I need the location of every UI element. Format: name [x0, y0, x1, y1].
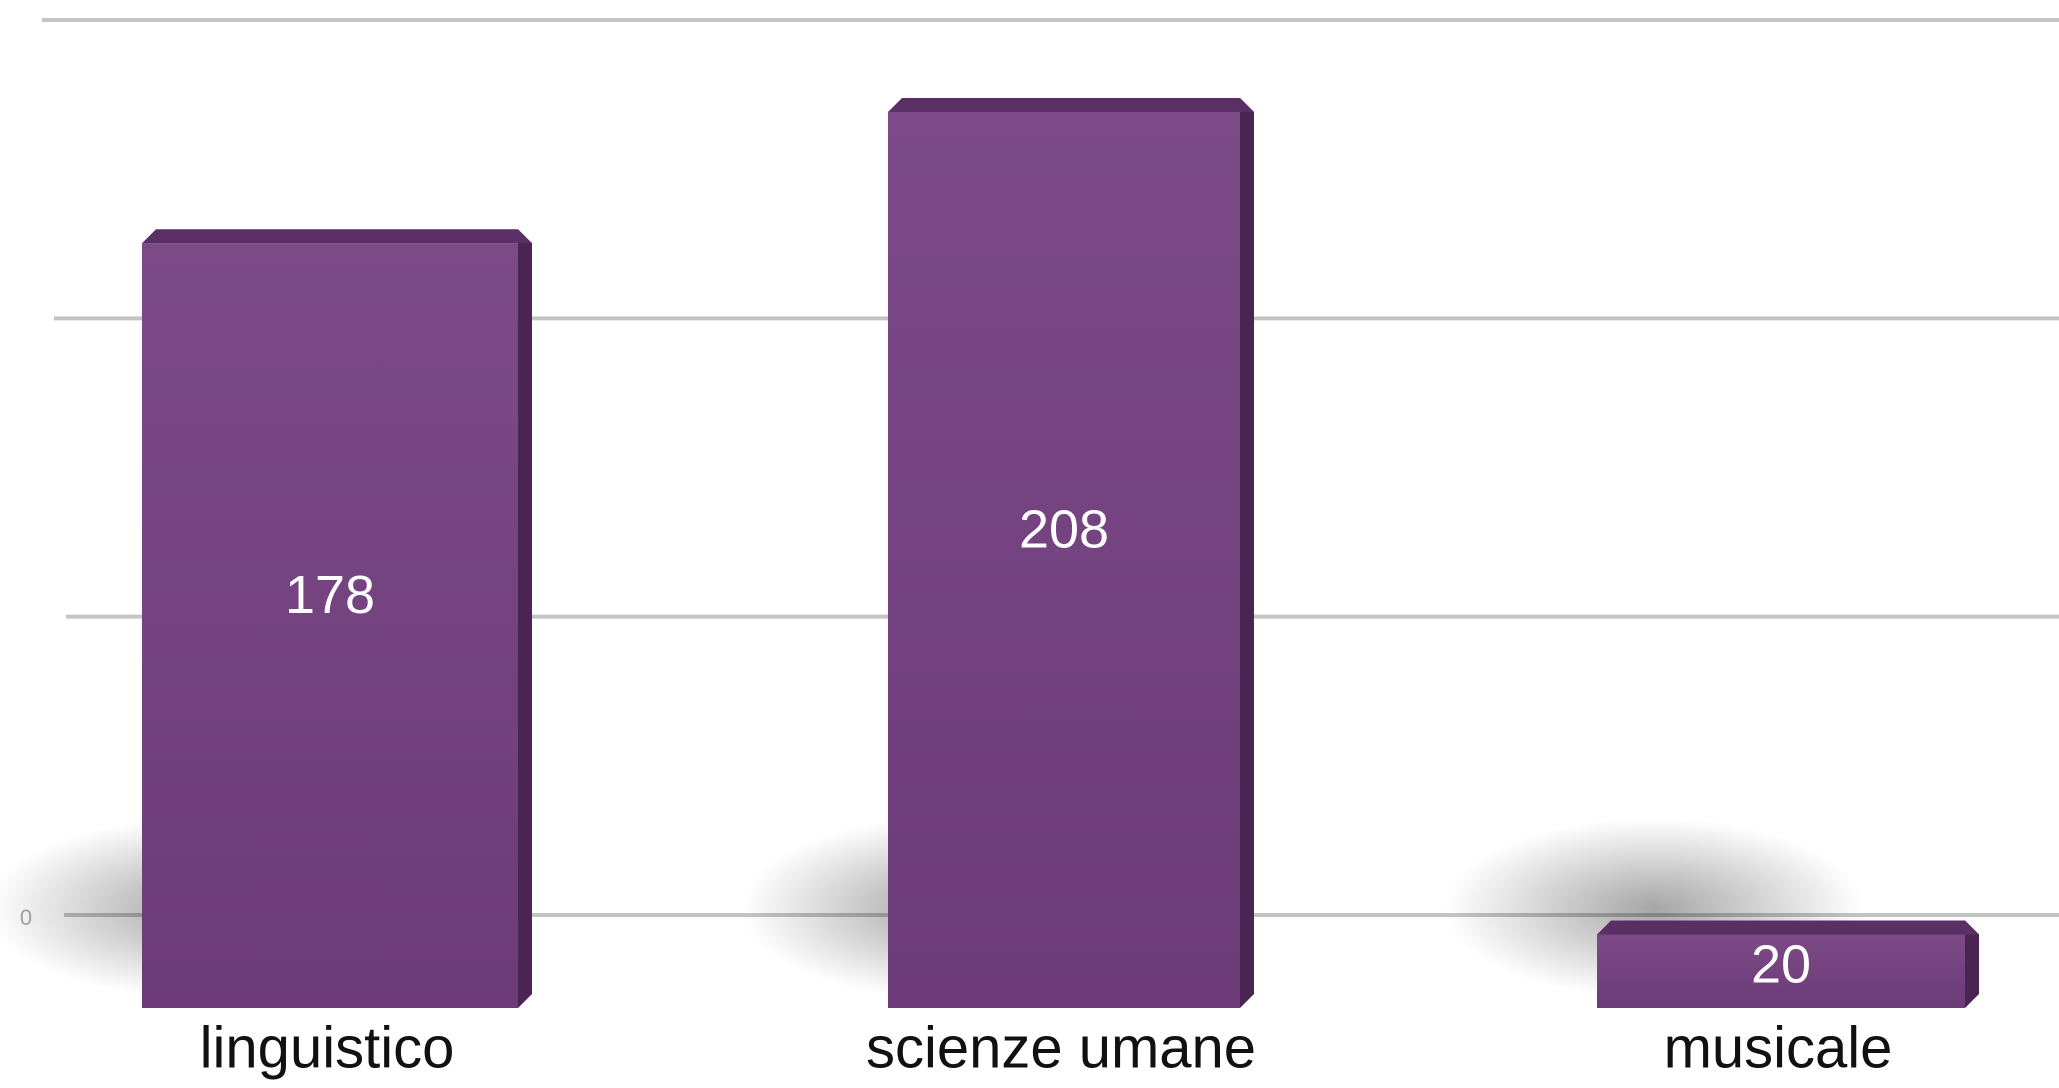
bar-side — [518, 229, 532, 1008]
bar-sheen — [142, 243, 518, 1008]
bar-top — [888, 98, 1254, 112]
bar-top — [1597, 920, 1979, 935]
bar-side — [1965, 920, 1979, 1008]
bar-sheen — [888, 112, 1240, 1008]
value-label: 178 — [285, 565, 375, 625]
bar-sheen — [1597, 934, 1965, 1008]
value-label: 208 — [1019, 499, 1109, 559]
x-tick-label: scienze umane — [866, 1015, 1256, 1080]
x-tick-label: linguistico — [200, 1015, 455, 1080]
bar-top — [142, 229, 532, 244]
x-tick-label: musicale — [1664, 1015, 1893, 1080]
value-label: 20 — [1751, 934, 1811, 994]
plot: 0178linguistico208scienze umane20musical… — [0, 18, 2059, 1080]
bar-side — [1240, 98, 1254, 1008]
